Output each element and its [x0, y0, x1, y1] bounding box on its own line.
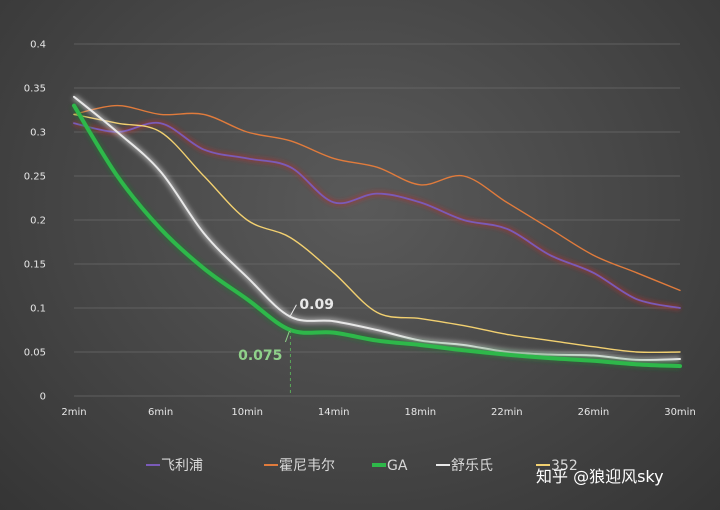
- legend-label: 霍尼韦尔: [279, 458, 335, 474]
- series-line-4: [73, 113, 681, 354]
- y-tick-label: 0.25: [24, 172, 46, 183]
- legend: 飞利浦 霍尼韦尔 GA 舒乐氏 352: [146, 458, 578, 474]
- y-axis: 0 0.05 0.1 0.15 0.2 0.25 0.3 0.35 0.4: [24, 40, 46, 403]
- x-tick-label: 18min: [404, 407, 436, 418]
- y-tick-label: 0: [40, 392, 46, 403]
- annotation-label: 0.075: [238, 348, 282, 364]
- annotation-leader: [284, 330, 290, 343]
- legend-label: GA: [387, 458, 408, 474]
- y-tick-label: 0.3: [30, 128, 46, 139]
- y-tick-label: 0.15: [24, 260, 46, 271]
- x-axis: 2min 6min 10min 14min 18min 22min 26min 30min: [61, 407, 695, 418]
- x-tick-label: 22min: [491, 407, 523, 418]
- x-tick-label: 10min: [231, 407, 263, 418]
- watermark: 知乎 @狼迎风sky: [536, 467, 664, 486]
- series-line-0: [73, 121, 681, 309]
- annotation-leader: [289, 304, 297, 317]
- y-tick-label: 0.05: [24, 348, 46, 359]
- series-line-2: [72, 103, 682, 369]
- series-line-3: [73, 95, 681, 362]
- y-tick-label: 0.4: [30, 40, 46, 51]
- series-lines: [71, 94, 682, 370]
- annotation-label: 0.09: [299, 297, 334, 313]
- series-line-0-glow: [73, 120, 681, 311]
- legend-label: 舒乐氏: [451, 458, 493, 474]
- y-tick-label: 0.1: [30, 304, 46, 315]
- x-tick-label: 2min: [61, 407, 86, 418]
- x-tick-label: 26min: [578, 407, 610, 418]
- x-tick-label: 14min: [318, 407, 350, 418]
- legend-label: 352: [551, 458, 578, 474]
- y-tick-label: 0.2: [30, 216, 46, 227]
- y-tick-label: 0.35: [24, 84, 46, 95]
- annotations: 0.09 0.075: [238, 297, 334, 396]
- series-line-1: [73, 104, 681, 292]
- legend-label: 飞利浦: [161, 458, 203, 474]
- x-tick-label: 6min: [148, 407, 173, 418]
- x-tick-label: 30min: [664, 407, 696, 418]
